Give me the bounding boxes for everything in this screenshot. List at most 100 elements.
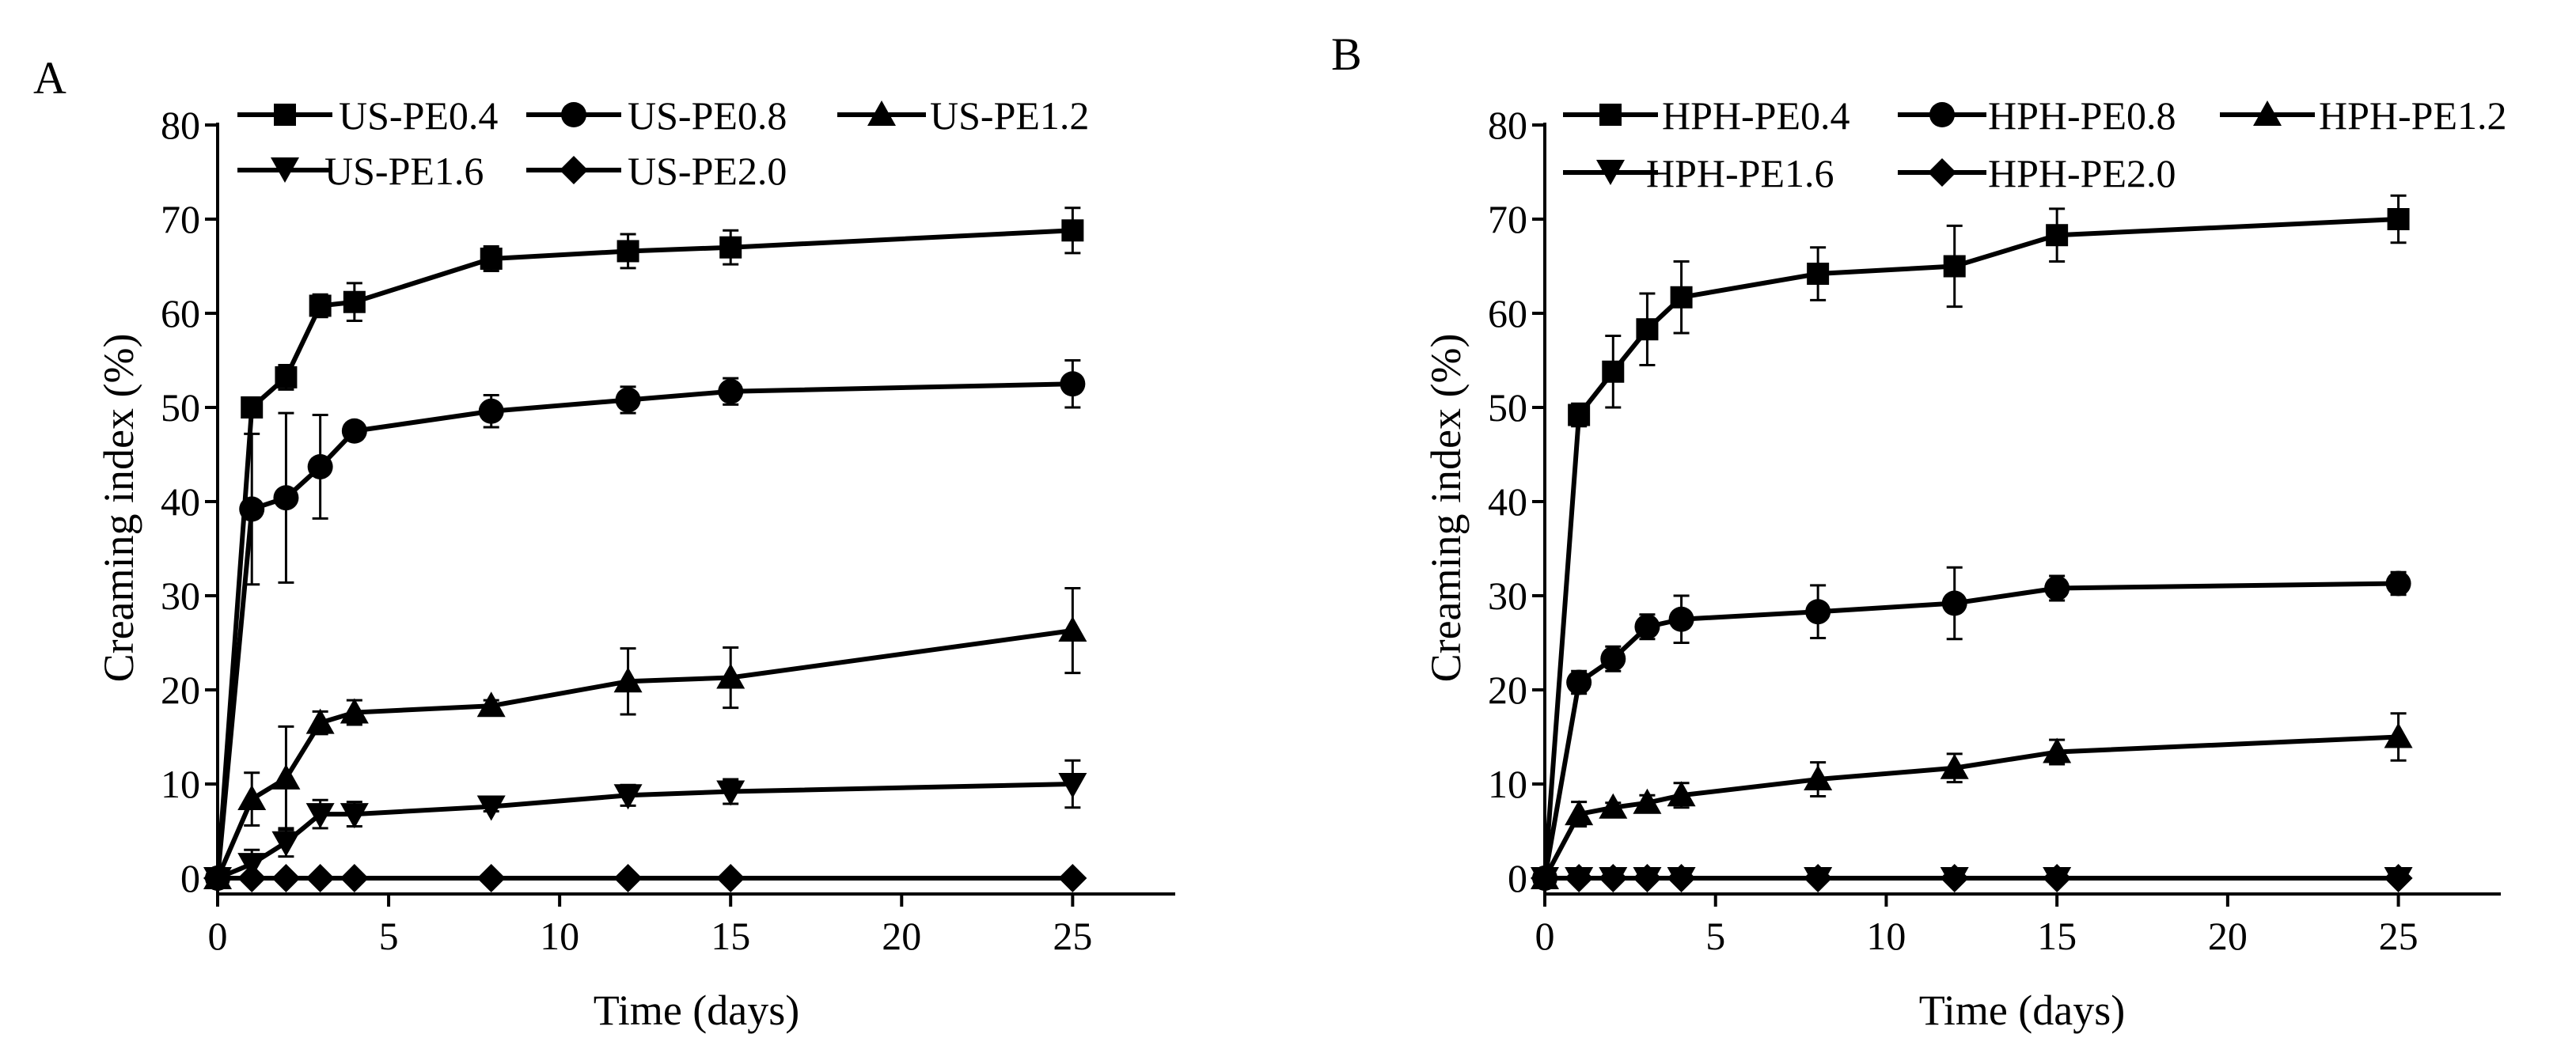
diamond-marker [305, 864, 335, 892]
panel-a: A Time (days) Creaming index (%) 0 10 20 30… [33, 52, 1175, 1034]
y-tick-label: 30 [1488, 574, 1527, 618]
triangle-down-marker [271, 831, 301, 857]
legend-circle-marker [561, 102, 586, 127]
circle-marker [341, 418, 367, 444]
triangle-up-marker [305, 708, 335, 734]
panel-b-label: B [1331, 28, 1362, 80]
diamond-marker [203, 864, 232, 892]
triangle-up-marker [2384, 722, 2413, 748]
square-marker [1061, 219, 1084, 242]
y-tick-label: 0 [180, 856, 200, 900]
legend-item: HPH-PE0.4 [1563, 93, 1850, 138]
legend-label: US-PE0.4 [339, 93, 498, 138]
x-tick-label: 20 [882, 914, 921, 958]
y-tick-label: 30 [161, 574, 200, 618]
diamond-marker [237, 864, 267, 892]
triangle-down-marker [1058, 773, 1087, 798]
panel-b-x-axis-title: Time (days) [1919, 987, 2126, 1034]
triangle-up-marker [1599, 793, 1628, 819]
legend-triangle-down-marker [271, 157, 299, 183]
circle-marker [1566, 669, 1592, 695]
diamond-marker [1565, 864, 1594, 892]
y-tick-label: 70 [161, 197, 200, 241]
series-line [1542, 734, 2399, 880]
y-tick-label: 0 [1508, 856, 1527, 900]
triangle-down-marker [716, 780, 745, 806]
triangle-up-marker [237, 785, 267, 811]
x-tick-label: 25 [2379, 914, 2419, 958]
square-marker [1670, 286, 1693, 309]
x-tick-label: 15 [2037, 914, 2077, 958]
triangle-up-marker [340, 698, 369, 724]
legend-label: HPH-PE0.4 [1662, 93, 1850, 138]
y-tick-label: 50 [1488, 385, 1527, 430]
legend-triangle-down-marker [1596, 160, 1625, 185]
x-tick-label: 5 [1705, 914, 1725, 958]
y-tick-label: 60 [161, 291, 200, 335]
legend-circle-marker [1929, 102, 1955, 127]
legend-label: US-PE1.6 [324, 149, 484, 193]
x-tick-label: 0 [1535, 914, 1555, 958]
triangle-up-marker [1565, 800, 1594, 826]
square-marker [616, 240, 639, 263]
legend-item: HPH-PE0.8 [1898, 93, 2176, 138]
triangle-up-marker [1667, 781, 1696, 807]
diamond-marker [476, 864, 506, 892]
legend-item: US-PE0.8 [526, 93, 787, 138]
diamond-marker [271, 864, 301, 892]
legend-diamond-marker [1928, 158, 1956, 187]
triangle-up-marker [716, 663, 745, 689]
y-tick-label: 40 [161, 479, 200, 524]
legend-item: US-PE0.4 [237, 93, 498, 138]
legend-triangle-up-marker [867, 100, 896, 126]
legend-item: US-PE1.2 [837, 93, 1089, 138]
x-tick-label: 10 [1866, 914, 1906, 958]
panel-a-ticks: 0 10 20 30 40 50 60 70 80 0 5 10 15 20 25 [161, 103, 1092, 958]
panel-b-legend: HPH-PE0.4 HPH-PE0.8 HPH-PE1.2 HPH-PE1.6 [1563, 93, 2507, 195]
legend-label: US-PE1.2 [930, 93, 1089, 138]
square-marker [1602, 360, 1625, 383]
y-tick-label: 50 [161, 385, 200, 430]
panel-b-plot-area [1531, 194, 2413, 892]
circle-marker [2385, 570, 2411, 597]
series-us-pe1.6 [203, 759, 1087, 892]
square-marker [275, 366, 298, 388]
diamond-marker [2384, 864, 2413, 892]
triangle-up-marker [1940, 753, 1969, 779]
x-tick-label: 20 [2208, 914, 2248, 958]
panel-b: B Time (days) Creaming index (%) 0 10 20 30… [1331, 28, 2507, 1034]
panel-a-y-axis-title: Creaming index (%) [95, 334, 142, 683]
series-hph-pe1.2 [1531, 712, 2413, 889]
series-line [1542, 217, 2399, 879]
circle-marker [1805, 599, 1831, 625]
circle-marker [1060, 371, 1086, 397]
circle-marker [1600, 646, 1626, 672]
legend-label: US-PE0.8 [628, 93, 787, 138]
x-tick-label: 5 [379, 914, 399, 958]
legend-label: HPH-PE1.6 [1646, 151, 1834, 195]
diamond-marker [1633, 864, 1662, 892]
y-tick-label: 70 [1488, 197, 1527, 241]
y-tick-label: 80 [1488, 103, 1527, 147]
x-tick-label: 25 [1053, 914, 1092, 958]
x-tick-label: 0 [208, 914, 228, 958]
square-marker [480, 247, 503, 270]
panel-b-y-axis-title: Creaming index (%) [1422, 334, 1470, 683]
panel-a-legend: US-PE0.4 US-PE0.8 US-PE1.2 US-PE1.6 US-P [237, 93, 1089, 193]
series-line [215, 628, 1073, 880]
series-us-pe2.0 [203, 864, 1087, 892]
circle-marker [1941, 590, 1967, 616]
circle-marker [273, 485, 299, 511]
legend-diamond-marker [560, 156, 588, 184]
triangle-up-marker [2043, 737, 2072, 763]
square-marker [2046, 224, 2069, 247]
legend-label: US-PE2.0 [628, 149, 787, 193]
circle-marker [307, 453, 333, 479]
diamond-marker [1058, 864, 1087, 892]
y-tick-label: 40 [1488, 479, 1527, 524]
square-marker [309, 294, 332, 317]
triangle-down-marker [613, 784, 643, 810]
series-hph-pe2.0 [1531, 864, 2413, 892]
diamond-marker [1667, 864, 1696, 892]
